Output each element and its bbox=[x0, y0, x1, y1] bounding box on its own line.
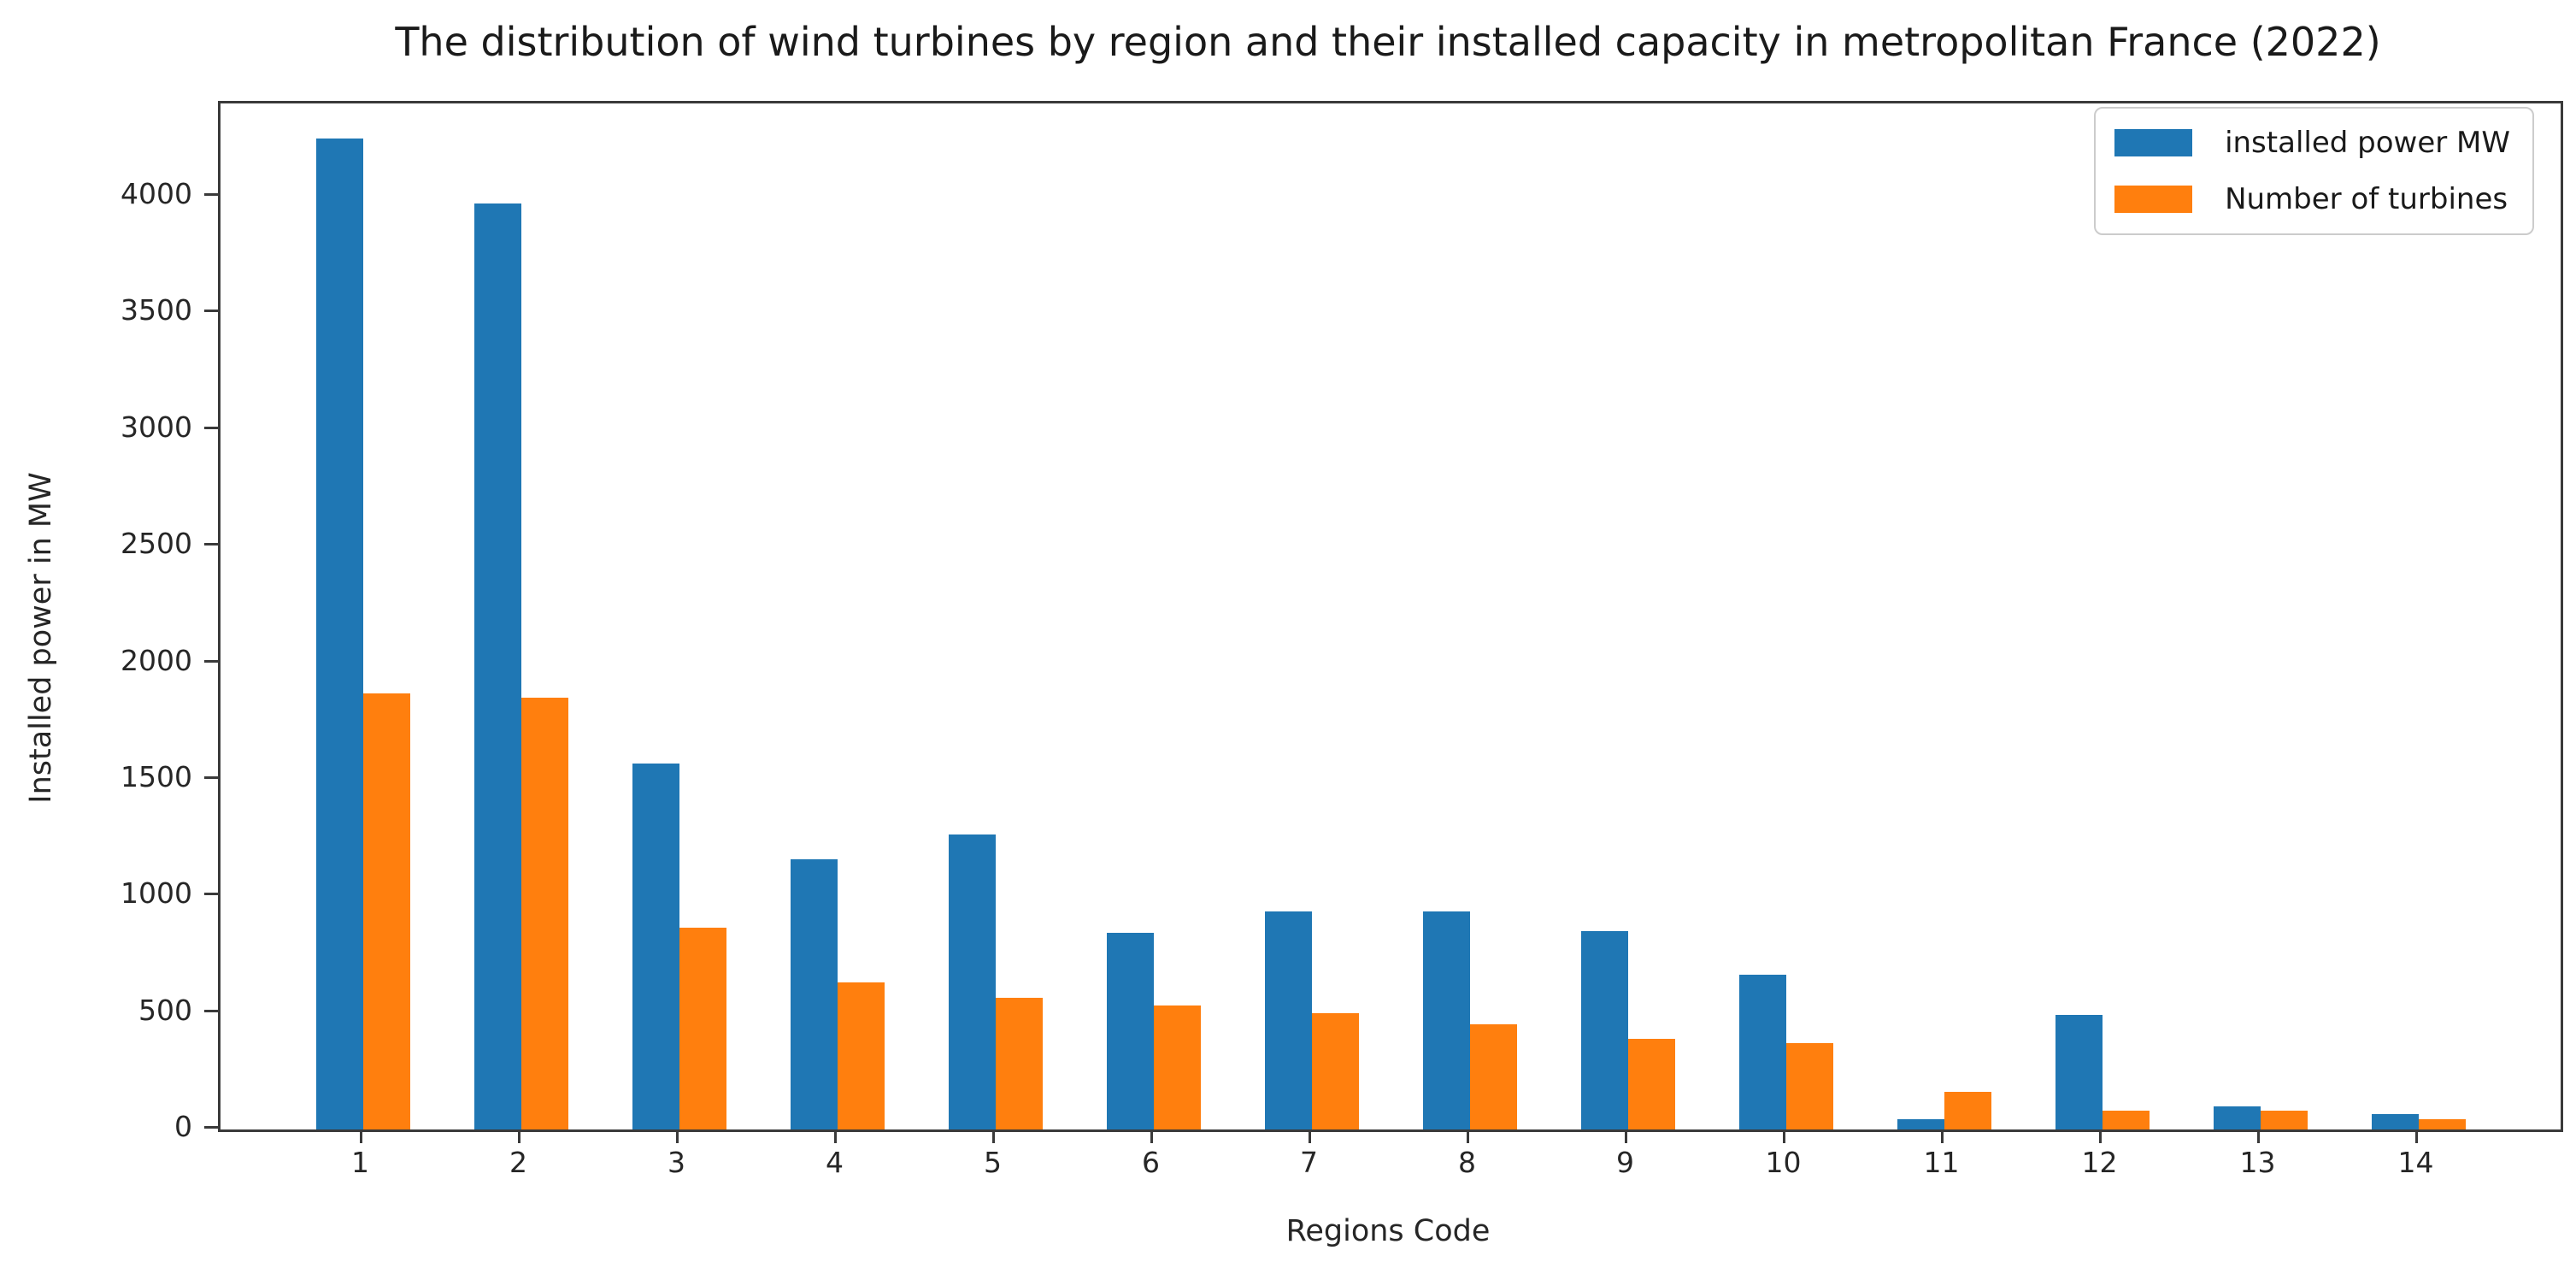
x-tick-label: 8 bbox=[1458, 1146, 1476, 1179]
bar-turbines-region-7 bbox=[1311, 1012, 1359, 1129]
legend-swatch-installed-power bbox=[2114, 129, 2193, 156]
bar-installed-power-region-13 bbox=[2213, 1106, 2261, 1129]
x-tick-mark bbox=[1782, 1129, 1785, 1143]
y-tick-label: 1500 bbox=[121, 759, 192, 793]
bar-installed-power-region-5 bbox=[948, 834, 996, 1129]
bar-turbines-region-4 bbox=[837, 982, 885, 1129]
x-tick-label: 5 bbox=[984, 1146, 1002, 1179]
x-axis-label: Regions Code bbox=[1285, 1214, 1491, 1248]
x-tick-label: 11 bbox=[1923, 1146, 1960, 1179]
x-tick-mark bbox=[675, 1129, 679, 1143]
x-tick-mark bbox=[517, 1129, 520, 1143]
bar-turbines-region-10 bbox=[1785, 1043, 1833, 1129]
bar-turbines-region-6 bbox=[1153, 1005, 1201, 1129]
legend-label-installed-power: installed power MW bbox=[2225, 126, 2510, 160]
bar-turbines-region-9 bbox=[1627, 1038, 1675, 1129]
y-tick-mark bbox=[204, 659, 218, 663]
x-tick-mark bbox=[991, 1129, 995, 1143]
x-tick-mark bbox=[359, 1129, 362, 1143]
x-tick-mark bbox=[1624, 1129, 1627, 1143]
x-tick-label: 2 bbox=[509, 1146, 527, 1179]
y-tick-mark bbox=[204, 1126, 218, 1129]
y-tick-label: 2500 bbox=[121, 527, 192, 561]
plot-area bbox=[218, 101, 2563, 1132]
x-tick-mark bbox=[1150, 1129, 1153, 1143]
bar-turbines-region-8 bbox=[1469, 1024, 1517, 1129]
legend-entry-turbines: Number of turbines bbox=[2114, 182, 2510, 216]
y-tick-label: 3500 bbox=[121, 293, 192, 327]
bar-turbines-region-5 bbox=[995, 997, 1043, 1129]
x-tick-label: 7 bbox=[1300, 1146, 1318, 1179]
bar-turbines-region-1 bbox=[362, 693, 410, 1129]
bar-installed-power-region-12 bbox=[2055, 1015, 2103, 1129]
bar-turbines-region-14 bbox=[2418, 1118, 2466, 1129]
bar-turbines-region-13 bbox=[2260, 1111, 2308, 1129]
x-tick-label: 4 bbox=[826, 1146, 844, 1179]
x-tick-mark bbox=[2098, 1129, 2102, 1143]
x-tick-mark bbox=[1308, 1129, 1311, 1143]
y-tick-mark bbox=[204, 543, 218, 546]
bar-installed-power-region-2 bbox=[473, 203, 521, 1129]
x-tick-label: 14 bbox=[2397, 1146, 2434, 1179]
bar-installed-power-region-1 bbox=[315, 138, 363, 1129]
bar-installed-power-region-7 bbox=[1264, 911, 1312, 1129]
bar-installed-power-region-14 bbox=[2371, 1114, 2419, 1129]
legend-entry-installed-power: installed power MW bbox=[2114, 126, 2510, 160]
bar-installed-power-region-11 bbox=[1897, 1118, 1944, 1129]
y-tick-mark bbox=[204, 193, 218, 197]
bar-installed-power-region-6 bbox=[1106, 932, 1154, 1129]
x-tick-label: 1 bbox=[351, 1146, 369, 1179]
y-tick-mark bbox=[204, 775, 218, 779]
y-tick-mark bbox=[204, 1009, 218, 1012]
y-tick-mark bbox=[204, 426, 218, 429]
x-tick-label: 13 bbox=[2239, 1146, 2276, 1179]
x-tick-mark bbox=[1466, 1129, 1469, 1143]
x-tick-mark bbox=[2256, 1129, 2260, 1143]
bar-turbines-region-12 bbox=[2102, 1111, 2150, 1129]
y-tick-mark bbox=[204, 893, 218, 896]
x-tick-mark bbox=[2414, 1129, 2418, 1143]
bar-turbines-region-3 bbox=[679, 928, 726, 1129]
bar-installed-power-region-9 bbox=[1580, 931, 1628, 1129]
bar-turbines-region-2 bbox=[520, 698, 568, 1129]
bar-turbines-region-11 bbox=[1944, 1092, 1991, 1129]
legend: installed power MW Number of turbines bbox=[2094, 107, 2534, 235]
chart-title: The distribution of wind turbines by reg… bbox=[395, 19, 2381, 65]
bar-installed-power-region-4 bbox=[790, 858, 838, 1129]
y-tick-mark bbox=[204, 310, 218, 313]
y-tick-label: 4000 bbox=[121, 177, 192, 211]
x-tick-label: 10 bbox=[1765, 1146, 1802, 1179]
y-tick-label: 500 bbox=[138, 993, 192, 1027]
x-tick-mark bbox=[833, 1129, 837, 1143]
x-tick-label: 3 bbox=[668, 1146, 685, 1179]
bar-installed-power-region-10 bbox=[1738, 974, 1786, 1129]
bar-installed-power-region-8 bbox=[1422, 911, 1470, 1129]
x-tick-label: 9 bbox=[1616, 1146, 1634, 1179]
legend-swatch-turbines bbox=[2114, 186, 2193, 213]
y-tick-label: 1000 bbox=[121, 876, 192, 911]
y-axis-label: Installed power in MW bbox=[24, 472, 58, 804]
x-tick-label: 12 bbox=[2081, 1146, 2118, 1179]
y-tick-label: 0 bbox=[174, 1110, 192, 1143]
x-tick-mark bbox=[1940, 1129, 1944, 1143]
legend-label-turbines: Number of turbines bbox=[2225, 182, 2508, 216]
bar-installed-power-region-3 bbox=[632, 763, 679, 1129]
y-tick-label: 2000 bbox=[121, 643, 192, 677]
x-tick-label: 6 bbox=[1142, 1146, 1160, 1179]
y-tick-label: 3000 bbox=[121, 410, 192, 444]
